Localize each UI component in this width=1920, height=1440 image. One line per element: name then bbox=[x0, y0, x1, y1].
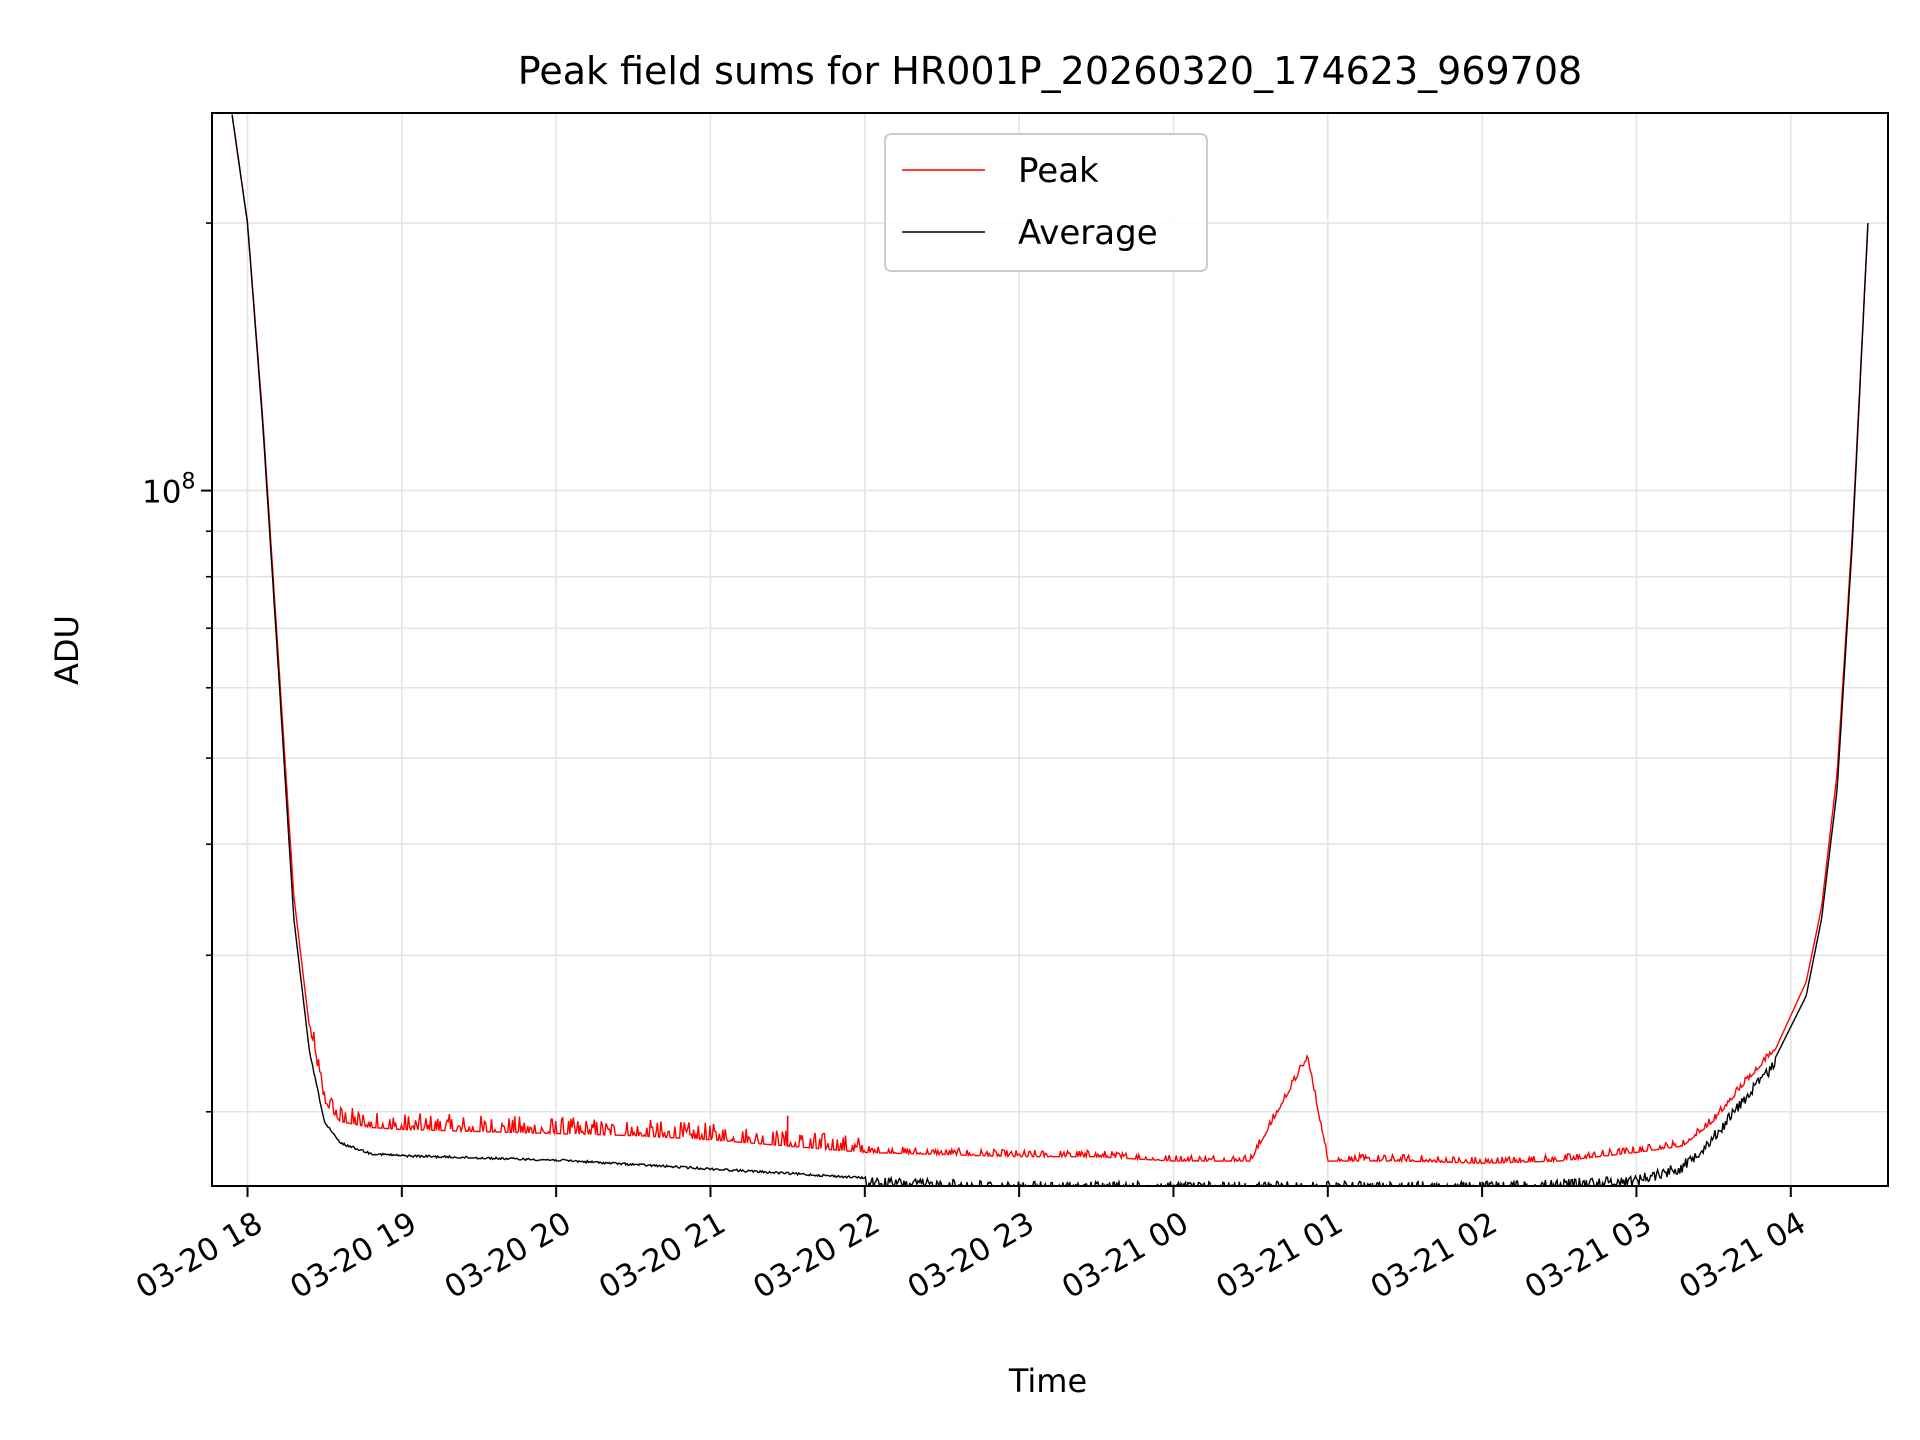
grid bbox=[212, 113, 1888, 1186]
y-tick-label: 108 bbox=[142, 470, 195, 511]
y-tick-label-base: 10 bbox=[142, 475, 181, 511]
legend-label-peak: Peak bbox=[1018, 151, 1099, 191]
series-line-average bbox=[231, 114, 1869, 1186]
x-axis-label: Time bbox=[1008, 1362, 1087, 1400]
series-line-peak bbox=[231, 114, 1869, 1165]
chart-title: Peak field sums for HR001P_20260320_1746… bbox=[518, 49, 1582, 93]
legend-box bbox=[884, 133, 1208, 272]
plot-frame bbox=[211, 112, 1889, 1187]
legend: Peak Average bbox=[884, 133, 1208, 272]
legend-label-average: Average bbox=[1018, 213, 1158, 253]
series-layer bbox=[231, 114, 1869, 1186]
y-axis: 108 bbox=[142, 222, 212, 1113]
y-tick-label-exponent: 8 bbox=[181, 470, 195, 495]
y-axis-label: ADU bbox=[48, 615, 86, 685]
